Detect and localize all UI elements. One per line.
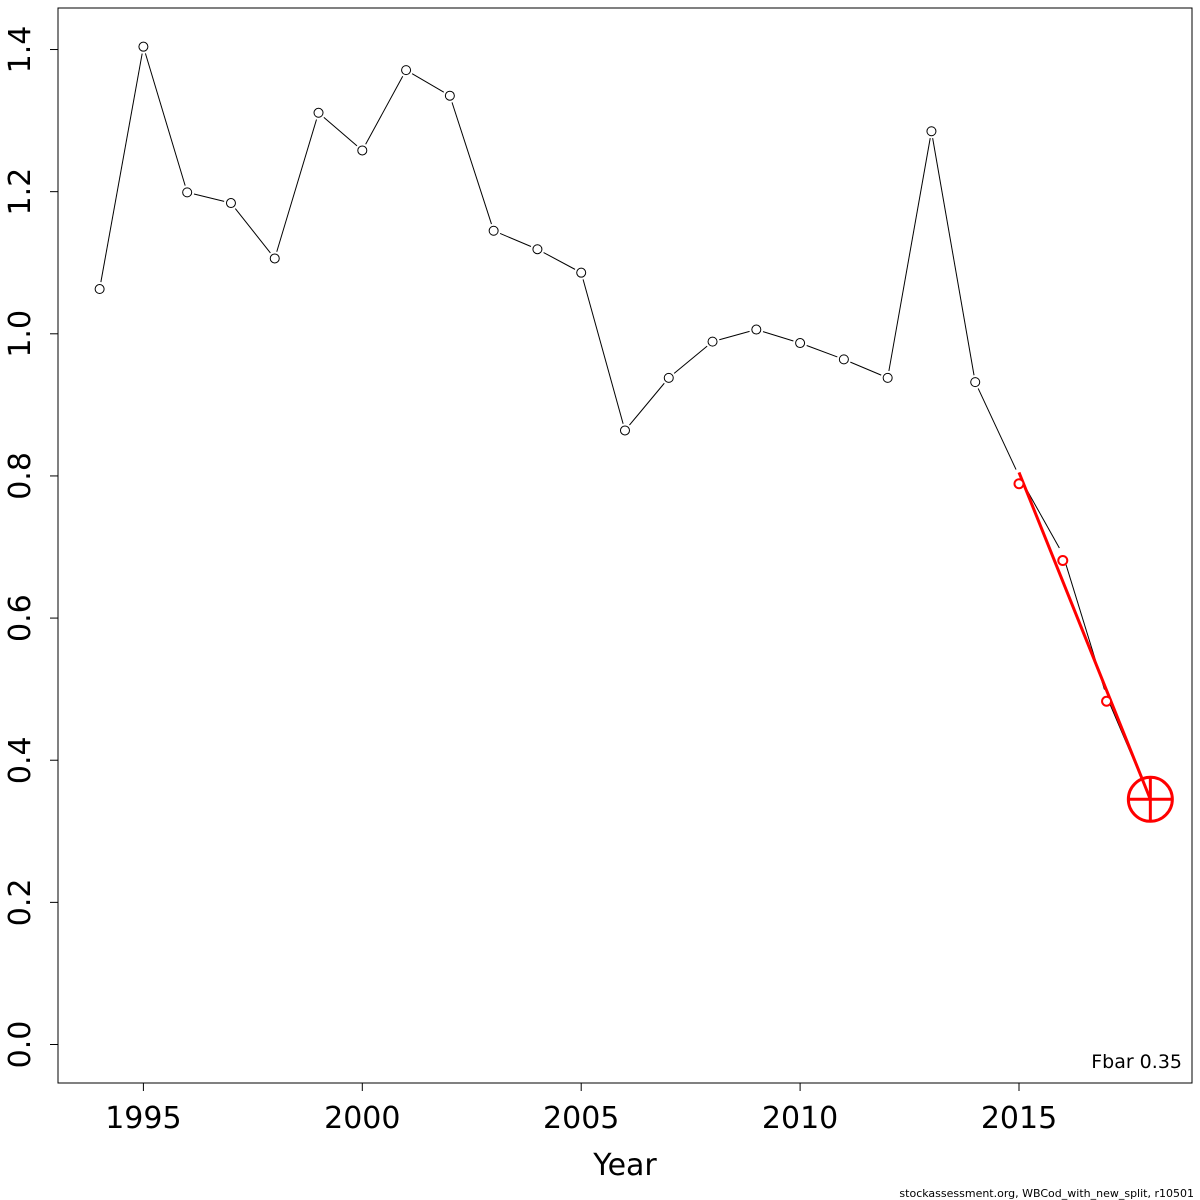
black-series-segment [499, 233, 532, 247]
black-series-point [269, 253, 280, 264]
black-series-point [444, 90, 455, 101]
x-axis-title: Year [592, 1148, 657, 1183]
y-tick-label: 0.8 [3, 452, 38, 500]
black-series-segment [932, 138, 975, 376]
red-trend-line [1017, 471, 1152, 800]
x-tick-label: 2000 [324, 1101, 400, 1136]
black-series-point [663, 372, 674, 383]
black-series-segment [673, 345, 708, 374]
black-series-point [532, 244, 543, 255]
black-series-segment [323, 116, 358, 147]
black-series-point [313, 107, 324, 118]
red-series-point [1101, 695, 1113, 707]
x-tick-label: 1995 [105, 1101, 181, 1136]
black-series-segment [888, 138, 931, 372]
black-series-point [94, 284, 105, 295]
black-series-point [357, 145, 368, 156]
black-series-point [707, 336, 718, 347]
black-series-point [751, 324, 762, 335]
y-tick-label: 1.2 [3, 168, 38, 216]
y-tick-label: 0.4 [3, 736, 38, 784]
black-series-point [970, 377, 981, 388]
black-series-segment [543, 252, 576, 270]
x-tick-label: 2005 [543, 1101, 619, 1136]
black-series-point [795, 338, 806, 349]
black-series-segment [451, 102, 492, 225]
y-tick-label: 1.4 [3, 26, 38, 74]
red-series-point [1057, 555, 1069, 567]
black-series-segment [100, 53, 143, 283]
black-series-segment [365, 76, 404, 145]
black-series-point [138, 41, 149, 52]
y-tick-label: 1.0 [3, 310, 38, 358]
black-series-segment [629, 382, 665, 426]
black-series-segment [411, 73, 445, 93]
black-series-segment [762, 331, 794, 342]
black-series-segment [582, 279, 624, 424]
black-series-segment [806, 345, 838, 358]
y-tick-label: 0.2 [3, 879, 38, 927]
black-series-point [619, 425, 630, 436]
black-series-segment [234, 208, 271, 254]
black-series-segment [276, 119, 317, 252]
black-series-segment [719, 330, 750, 341]
black-series-point [838, 354, 849, 365]
black-series-segment [977, 388, 1017, 470]
y-axis: 0.0 0.2 0.4 0.6 0.8 1.0 1.2 1.4 [3, 26, 59, 1069]
black-series-point [225, 198, 236, 209]
black-series-point [488, 225, 499, 236]
black-series-point [401, 65, 412, 76]
black-series-point [882, 372, 893, 383]
y-tick-label: 0.6 [3, 594, 38, 642]
black-series-segment [850, 361, 882, 376]
black-series-segment [144, 53, 186, 186]
credit-footer: stockassessment.org, WBCod_with_new_spli… [899, 1187, 1194, 1200]
x-tick-label: 2010 [762, 1101, 838, 1136]
plot-frame [57, 7, 1193, 1084]
black-series-point [576, 267, 587, 278]
x-axis: 1995 2000 2005 2010 2015 [105, 1082, 1057, 1136]
red-series-point [1013, 478, 1025, 490]
series-layer [94, 41, 1174, 823]
x-tick-label: 2015 [981, 1101, 1057, 1136]
y-tick-label: 0.0 [3, 1021, 38, 1069]
black-series-point [182, 187, 193, 198]
black-series-segment [193, 193, 225, 202]
black-series-point [926, 126, 937, 137]
fbar-annotation: Fbar 0.35 [1091, 1051, 1182, 1073]
